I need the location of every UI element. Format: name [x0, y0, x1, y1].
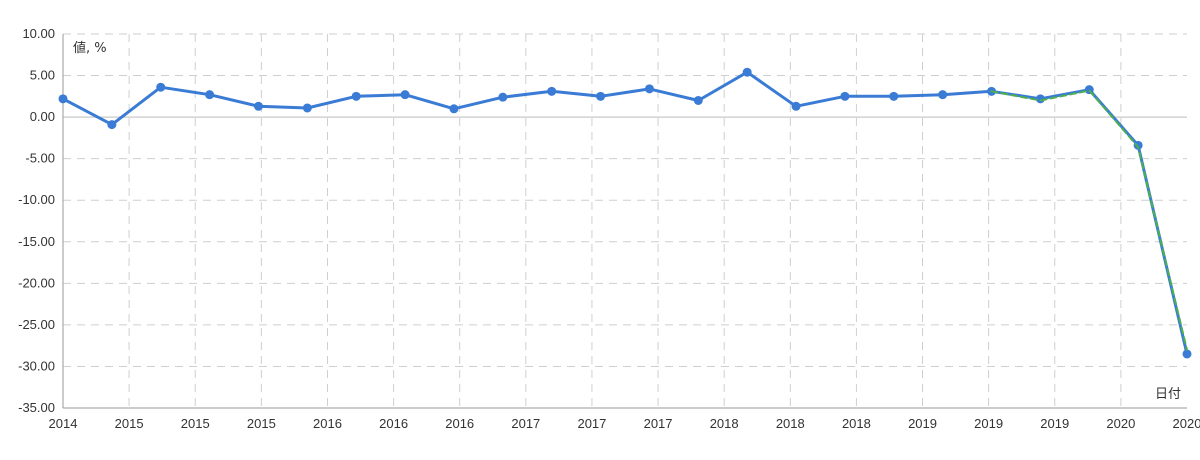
- x-tick-label: 2020: [1173, 416, 1200, 431]
- x-tick-label: 2017: [644, 416, 673, 431]
- x-tick-label: 2019: [1040, 416, 1069, 431]
- series-line-1: [990, 89, 1188, 351]
- x-axis-title: 日付: [1155, 387, 1181, 402]
- y-axis-title: 値, %: [73, 40, 107, 56]
- y-tick-label: -35.00: [18, 400, 55, 415]
- data-point[interactable]: [693, 95, 703, 105]
- data-point[interactable]: [107, 120, 117, 130]
- x-tick-label: 2019: [974, 416, 1003, 431]
- data-point[interactable]: [449, 104, 459, 114]
- x-tick-label: 2015: [181, 416, 210, 431]
- tick-labels: 10.00 5.00 0.00 -5.00 -10.00 -15.00 -20.00 -25.…: [18, 26, 1200, 431]
- x-tick-label: 2019: [908, 416, 937, 431]
- x-tick-label: 2016: [379, 416, 408, 431]
- y-tick-label: -10.00: [18, 192, 55, 207]
- x-tick-label: 2017: [511, 416, 540, 431]
- x-tick-label: 2018: [776, 416, 805, 431]
- data-point[interactable]: [1182, 349, 1192, 359]
- series-line-0: [61, 70, 1189, 356]
- x-tick-label: 2020: [1106, 416, 1135, 431]
- data-point[interactable]: [1035, 94, 1045, 104]
- data-point[interactable]: [938, 90, 948, 100]
- series-lines: [58, 67, 1192, 359]
- data-point[interactable]: [791, 101, 801, 111]
- y-tick-label: 0.00: [30, 109, 55, 124]
- gridlines: [63, 33, 1187, 408]
- y-tick-label: -20.00: [18, 275, 55, 290]
- data-point[interactable]: [742, 67, 752, 77]
- data-point[interactable]: [351, 91, 361, 101]
- x-tick-label: 2018: [710, 416, 739, 431]
- data-point[interactable]: [302, 103, 312, 113]
- data-point[interactable]: [253, 101, 263, 111]
- data-point[interactable]: [156, 82, 166, 92]
- data-point[interactable]: [205, 90, 215, 100]
- x-tick-label: 2016: [445, 416, 474, 431]
- data-point[interactable]: [547, 86, 557, 96]
- data-point[interactable]: [644, 84, 654, 94]
- y-tick-label: 5.00: [30, 68, 55, 83]
- x-tick-label: 2015: [247, 416, 276, 431]
- data-point[interactable]: [498, 92, 508, 102]
- x-tick-label: 2018: [842, 416, 871, 431]
- data-point[interactable]: [596, 91, 606, 101]
- x-tick-label: 2015: [115, 416, 144, 431]
- x-tick-label: 2014: [49, 416, 78, 431]
- y-tick-label: -15.00: [18, 234, 55, 249]
- y-tick-label: 10.00: [22, 26, 55, 41]
- data-point[interactable]: [400, 90, 410, 100]
- x-tick-label: 2016: [313, 416, 342, 431]
- y-tick-label: -25.00: [18, 317, 55, 332]
- data-point[interactable]: [889, 91, 899, 101]
- y-tick-label: -5.00: [25, 151, 55, 166]
- data-point[interactable]: [840, 91, 850, 101]
- y-tick-label: -30.00: [18, 358, 55, 373]
- x-tick-label: 2017: [577, 416, 606, 431]
- data-point[interactable]: [58, 94, 68, 104]
- axes: [62, 34, 1187, 409]
